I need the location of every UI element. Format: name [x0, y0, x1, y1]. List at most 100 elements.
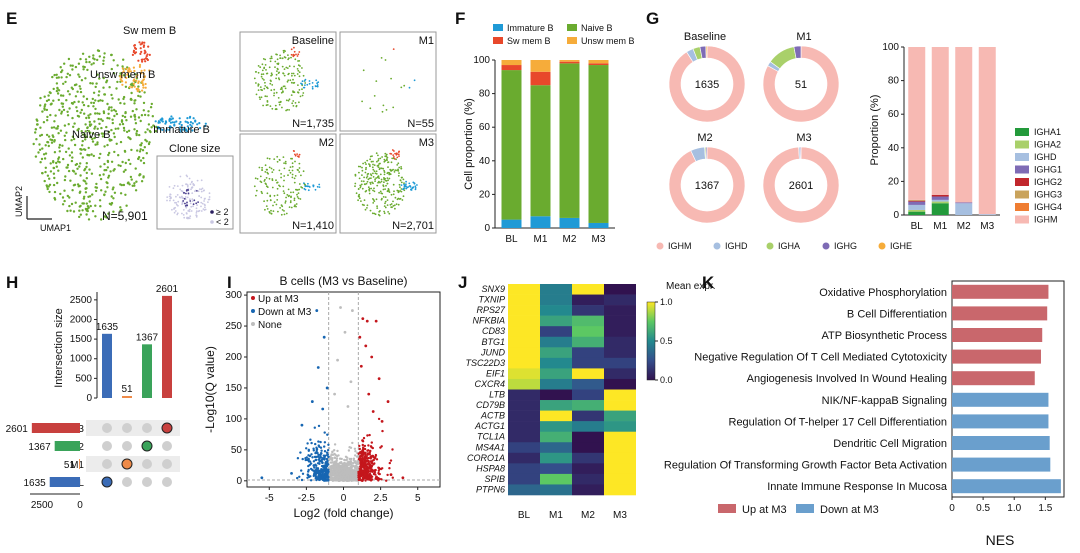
cell-point — [83, 180, 87, 183]
cell-point — [203, 189, 206, 192]
heatmap-cell — [540, 484, 572, 496]
cell-point — [143, 58, 146, 61]
cell-point — [263, 67, 265, 70]
cell-point — [359, 185, 362, 187]
cell-point — [159, 118, 162, 121]
cell-point — [139, 159, 143, 162]
cell-point — [79, 57, 82, 61]
gene-label: BTG1 — [481, 337, 505, 347]
cell-point — [172, 199, 175, 202]
cell-point — [171, 121, 174, 124]
cell-point — [142, 83, 145, 86]
cell-point — [150, 102, 153, 106]
cell-point — [169, 121, 172, 124]
gene-point-none — [333, 449, 336, 452]
cell-point — [142, 101, 146, 105]
cell-point — [290, 206, 293, 209]
gene-point-up — [371, 410, 375, 413]
gene-label: NFKBIA — [472, 316, 505, 326]
gene-point-up — [362, 436, 366, 440]
cell-point — [107, 174, 111, 177]
cell-point — [142, 44, 146, 47]
cell-point — [277, 210, 279, 213]
cell-point — [358, 197, 361, 200]
cell-point — [173, 123, 176, 126]
cell-point — [364, 208, 367, 211]
cell-point — [82, 148, 86, 151]
cell-point — [82, 68, 85, 71]
matrix-dot-active — [161, 422, 173, 434]
cell-point — [372, 176, 375, 178]
cell-point — [173, 184, 176, 187]
cell-point — [367, 178, 370, 181]
cell-point — [271, 84, 274, 86]
gene-point-down — [319, 446, 323, 449]
cell-point — [77, 185, 80, 188]
gene-label: HSPA8 — [476, 463, 505, 473]
y-tick-label: 50 — [231, 445, 243, 456]
cell-point — [198, 195, 201, 197]
cell-point — [270, 212, 273, 215]
cell-point — [360, 200, 362, 203]
cell-point — [129, 70, 132, 73]
cell-point — [405, 183, 407, 186]
bar-segment-ighg1 — [955, 202, 973, 204]
cell-point — [382, 196, 385, 198]
gene-point-down — [320, 449, 323, 452]
cell-point — [97, 94, 100, 97]
gene-point-none — [339, 306, 342, 309]
y-tick-label: 1000 — [70, 354, 93, 365]
cell-point — [45, 108, 49, 112]
gene-point-none — [351, 462, 355, 465]
legend-lt2: < 2 — [216, 217, 229, 227]
cell-point — [354, 185, 356, 188]
matrix-dot — [162, 477, 172, 487]
cell-point — [68, 93, 71, 96]
small-n: N=1,410 — [292, 220, 334, 232]
y-tick-label: 150 — [225, 383, 242, 394]
legend-dot-lt2 — [210, 220, 214, 224]
gene-point-up — [361, 478, 364, 481]
gene-label: TSC22D3 — [465, 358, 505, 368]
cell-point — [77, 100, 80, 103]
heatmap-cell — [604, 400, 636, 411]
cell-point — [148, 69, 151, 72]
cell-point — [96, 143, 99, 146]
cell-point — [41, 171, 44, 175]
cell-point — [191, 122, 194, 125]
cell-point — [389, 168, 392, 171]
cell-point — [391, 157, 394, 160]
pathway-label: Dendritic Cell Migration — [833, 438, 947, 450]
gene-point-up — [361, 463, 364, 466]
cell-point — [79, 162, 82, 165]
cell-point — [273, 194, 276, 197]
cell-point — [89, 131, 92, 134]
cell-point — [269, 194, 272, 197]
cell-point — [71, 189, 74, 192]
donut-title: M1 — [796, 31, 811, 43]
cell-point — [184, 202, 186, 205]
cell-point — [100, 189, 103, 192]
cell-point — [297, 197, 300, 200]
gene-point-down — [317, 477, 320, 481]
cell-point — [87, 146, 90, 150]
gene-point-up — [388, 461, 391, 465]
gene-label: ACTB — [480, 411, 505, 421]
gene-point-up — [385, 479, 388, 482]
cell-point — [373, 212, 376, 215]
cell-point — [57, 76, 60, 79]
cell-point — [59, 129, 63, 132]
y-tick-label: 250 — [225, 321, 242, 332]
cell-point — [67, 123, 70, 126]
plot-frame — [951, 280, 1065, 498]
cell-point — [135, 132, 138, 135]
heatmap-cell — [540, 357, 572, 369]
cell-point — [142, 72, 145, 75]
gene-point-none — [342, 479, 345, 482]
cell-point — [311, 87, 314, 90]
x-tick-label: M3 — [592, 234, 606, 245]
gene-point-down — [316, 467, 320, 470]
cell-point — [190, 210, 193, 212]
cell-point — [365, 176, 368, 179]
gene-point-none — [355, 455, 359, 458]
